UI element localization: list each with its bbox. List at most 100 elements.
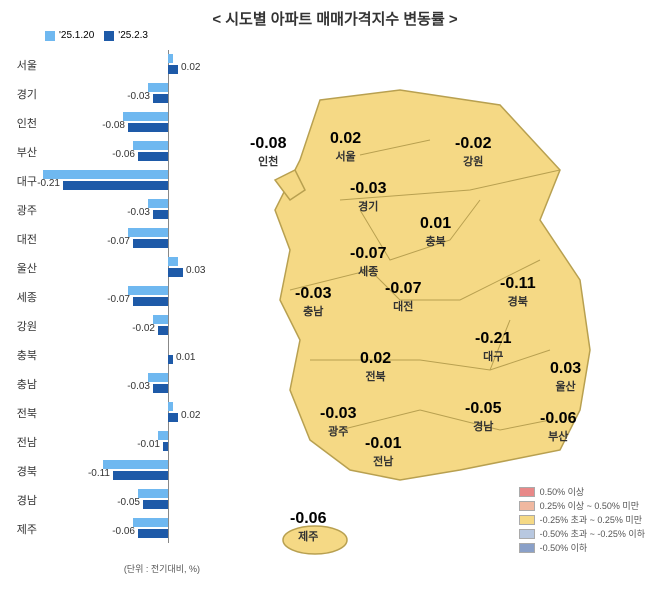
color-legend-row: -0.50% 초과 ~ -0.25% 이하 (519, 527, 645, 540)
bar (138, 152, 168, 161)
map-region-name: 충북 (420, 233, 451, 249)
map-region-label: -0.07대전 (385, 280, 421, 314)
bar-value: -0.06 (112, 526, 135, 537)
bar (163, 442, 168, 451)
axis-line (168, 456, 169, 485)
color-legend-row: 0.50% 이상 (519, 485, 645, 498)
region-name: 전북 (5, 405, 40, 421)
color-swatch (519, 529, 535, 539)
map-region-label: -0.07세종 (350, 245, 386, 279)
bar (148, 199, 168, 208)
bar-container: -0.21 (40, 166, 200, 195)
map-region-label: -0.08인천 (250, 135, 286, 169)
bar-row: 전남-0.01 (5, 427, 210, 456)
color-legend-label: -0.25% 초과 ~ 0.25% 미만 (540, 513, 642, 526)
bar-value: -0.07 (107, 294, 130, 305)
bar-value: -0.05 (117, 497, 140, 508)
bar-value: -0.02 (132, 323, 155, 334)
map: -0.08인천0.02서울-0.02강원-0.03경기0.01충북-0.07세종… (220, 60, 660, 580)
bar-container: -0.06 (40, 514, 200, 543)
bar (153, 384, 168, 393)
region-name: 강원 (5, 318, 40, 334)
bar-container: -0.03 (40, 369, 200, 398)
bar-container: -0.08 (40, 108, 200, 137)
bar-value: 0.03 (186, 265, 205, 276)
map-region-label: 0.02서울 (330, 130, 361, 164)
map-region-label: -0.21대구 (475, 330, 511, 364)
map-region-label: -0.05경남 (465, 400, 501, 434)
axis-line (168, 485, 169, 514)
bar-container: -0.05 (40, 485, 200, 514)
region-name: 인천 (5, 115, 40, 131)
axis-line (168, 79, 169, 108)
bar (168, 402, 173, 411)
region-name: 대전 (5, 231, 40, 247)
bar (138, 489, 168, 498)
map-region-value: 0.02 (330, 130, 361, 148)
bar-row: 경북-0.11 (5, 456, 210, 485)
bar-container: -0.06 (40, 137, 200, 166)
bar-row: 울산0.03 (5, 253, 210, 282)
map-region-value: 0.02 (360, 350, 391, 368)
map-region-label: -0.03충남 (295, 285, 331, 319)
map-region-name: 인천 (250, 153, 286, 169)
map-region-name: 광주 (320, 423, 356, 439)
map-region-name: 부산 (540, 428, 576, 444)
bar-row: 경기-0.03 (5, 79, 210, 108)
color-legend-row: 0.25% 이상 ~ 0.50% 미만 (519, 499, 645, 512)
bar (133, 141, 168, 150)
bar (148, 373, 168, 382)
unit-label: (단위 : 전기대비, %) (124, 562, 200, 575)
bar (158, 326, 168, 335)
axis-line (168, 108, 169, 137)
map-region-label: 0.02전북 (360, 350, 391, 384)
bar-row: 부산-0.06 (5, 137, 210, 166)
axis-line (168, 166, 169, 195)
bar (153, 210, 168, 219)
bar (103, 460, 168, 469)
axis-line (168, 311, 169, 340)
map-region-label: -0.11경북 (500, 275, 536, 309)
map-region-value: -0.01 (365, 435, 401, 453)
axis-line (168, 514, 169, 543)
map-region-label: 0.03울산 (550, 360, 581, 394)
map-region-value: -0.05 (465, 400, 501, 418)
region-name: 광주 (5, 202, 40, 218)
axis-line (168, 369, 169, 398)
region-name: 전남 (5, 434, 40, 450)
color-swatch (519, 501, 535, 511)
map-region-name: 강원 (455, 153, 491, 169)
map-region-label: -0.06제주 (290, 510, 326, 544)
bar-container: -0.03 (40, 195, 200, 224)
axis-line (168, 427, 169, 456)
bar (138, 529, 168, 538)
bar-container: 0.02 (40, 398, 200, 427)
legend-swatch-2 (104, 31, 114, 41)
color-legend-label: -0.50% 초과 ~ -0.25% 이하 (540, 527, 645, 540)
map-region-value: -0.06 (290, 510, 326, 528)
series-legend: '25.1.20 '25.2.3 (45, 30, 148, 41)
bar-row: 경남-0.05 (5, 485, 210, 514)
bar-container: -0.02 (40, 311, 200, 340)
bar (133, 239, 168, 248)
color-legend-label: 0.25% 이상 ~ 0.50% 미만 (540, 499, 639, 512)
color-swatch (519, 487, 535, 497)
bar-container: 0.03 (40, 253, 200, 282)
bar-chart: 서울0.02경기-0.03인천-0.08부산-0.06대구-0.21광주-0.0… (5, 50, 210, 580)
color-swatch (519, 543, 535, 553)
bar (168, 413, 178, 422)
map-region-name: 대구 (475, 348, 511, 364)
bar-container: 0.02 (40, 50, 200, 79)
color-legend-label: 0.50% 이상 (540, 485, 585, 498)
bar-row: 제주-0.06 (5, 514, 210, 543)
bar (168, 257, 178, 266)
map-region-name: 경남 (465, 418, 501, 434)
bar-row: 충남-0.03 (5, 369, 210, 398)
bar-value: 0.02 (181, 62, 200, 73)
bar (133, 518, 168, 527)
bar (168, 355, 173, 364)
bar-container: -0.03 (40, 79, 200, 108)
legend-swatch-1 (45, 31, 55, 41)
region-name: 경기 (5, 86, 40, 102)
region-name: 세종 (5, 289, 40, 305)
